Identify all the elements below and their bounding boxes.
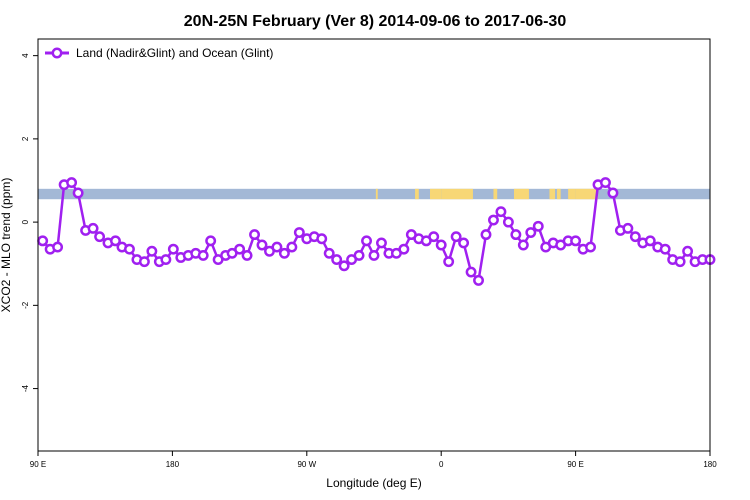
data-point [570, 235, 582, 247]
data-point [510, 229, 522, 241]
y-axis-label: XCO2 - MLO trend (ppm) [0, 178, 13, 313]
ocean-band [38, 188, 710, 200]
y-tick-label: 2 [21, 136, 30, 141]
data-point [338, 260, 350, 272]
data-point [480, 229, 492, 241]
legend-marker [51, 47, 63, 59]
x-axis-label: Longitude (deg E) [326, 476, 421, 490]
data-point [600, 177, 611, 189]
data-point [585, 241, 596, 253]
y-axis-ticks: 4 2 0 -2 -4 [21, 53, 38, 392]
data-point [502, 216, 514, 228]
data-point [517, 239, 529, 251]
y-tick-label: 0 [21, 219, 30, 224]
data-point [241, 249, 253, 261]
x-tick-label: 90 W [297, 460, 316, 469]
data-point [316, 233, 328, 245]
data-point [450, 231, 462, 243]
x-tick-label: 90 E [30, 460, 46, 469]
data-point [644, 235, 656, 247]
data-point [674, 256, 686, 268]
land-segment [430, 188, 442, 200]
land-segment [556, 188, 561, 200]
y-tick-label: 4 [21, 53, 30, 58]
data-point [197, 249, 209, 261]
x-tick-label: 180 [166, 460, 180, 469]
data-point [72, 187, 84, 199]
legend-entry-label: Land (Nadir&Glint) and Ocean (Glint) [76, 46, 273, 60]
chart-title: 20N-25N February (Ver 8) 2014-09-06 to 2… [184, 13, 567, 30]
data-point [278, 247, 290, 259]
x-tick-label: 180 [703, 460, 717, 469]
data-point [622, 222, 634, 234]
x-axis-ticks: 90 E 180 90 W 0 90 E 180 [30, 451, 717, 469]
data-point [271, 241, 283, 253]
land-segment [493, 188, 498, 200]
data-point [293, 227, 305, 238]
data-point [353, 249, 365, 261]
data-point [495, 206, 507, 218]
land-segment [549, 188, 556, 200]
data-point [368, 249, 380, 261]
land-segment [568, 188, 576, 200]
data-point [167, 243, 179, 255]
data-point [331, 254, 343, 266]
legend: Land (Nadir&Glint) and Ocean (Glint) [45, 46, 273, 60]
y-tick-label: -2 [21, 301, 30, 309]
data-point [488, 214, 499, 226]
data-point [473, 274, 484, 286]
data-point [87, 222, 99, 234]
data-point [124, 243, 135, 255]
data-point [629, 231, 641, 243]
land-segment [575, 188, 598, 200]
data-point [249, 229, 260, 241]
data-point [607, 187, 619, 199]
data-point [94, 231, 106, 243]
data-point [659, 243, 671, 255]
land-segment [514, 188, 529, 200]
data-point [37, 235, 49, 247]
series-layer [37, 177, 716, 286]
data-point [435, 239, 447, 251]
land-ocean-band [38, 188, 710, 200]
data-point [160, 254, 172, 266]
data-point [66, 177, 78, 189]
data-point [361, 235, 372, 247]
data-point [52, 241, 64, 253]
data-point [205, 235, 217, 247]
data-point [428, 231, 440, 243]
data-point [682, 245, 694, 257]
plot-frame [37, 38, 711, 452]
x-tick-label: 90 E [567, 460, 583, 469]
data-point [458, 237, 470, 249]
data-point [234, 243, 246, 255]
land-segment [441, 188, 473, 200]
data-point [376, 237, 387, 249]
data-point [138, 256, 150, 268]
y-tick-label: -4 [21, 384, 30, 392]
data-point [146, 245, 158, 257]
x-tick-label: 0 [439, 460, 444, 469]
data-point [465, 266, 477, 278]
land-segment [375, 188, 378, 200]
data-point [532, 220, 544, 232]
data-point [525, 227, 537, 238]
data-point [398, 243, 410, 255]
data-point [286, 241, 298, 253]
data-point [256, 239, 268, 251]
data-point [110, 235, 121, 247]
data-point [323, 247, 335, 259]
land-segment [415, 188, 419, 200]
data-point [443, 256, 455, 268]
